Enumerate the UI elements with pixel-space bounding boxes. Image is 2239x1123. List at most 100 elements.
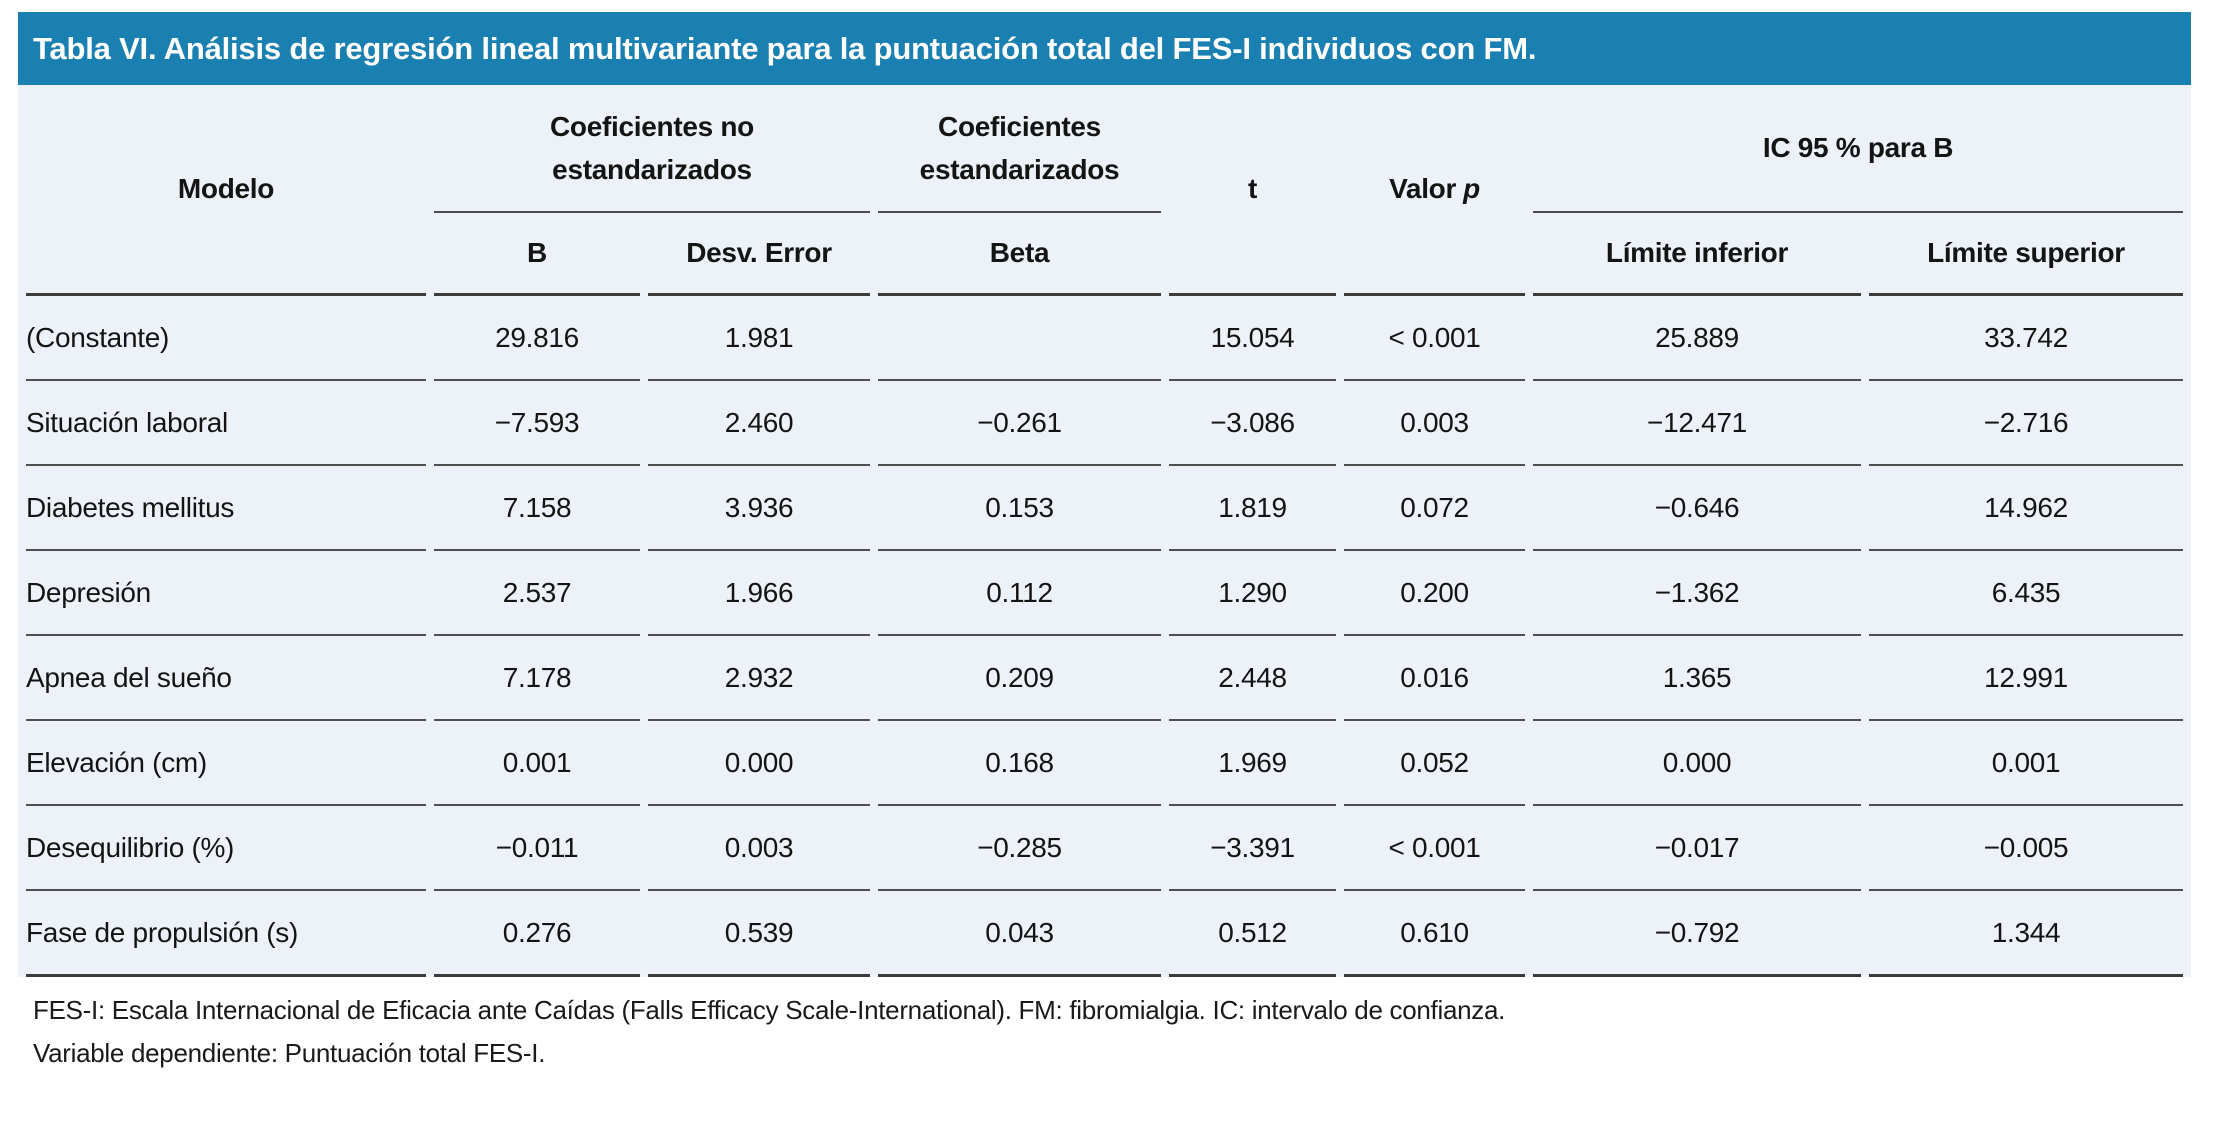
cell-ls: 0.001 <box>1869 721 2184 806</box>
cell-beta: 0.209 <box>878 636 1161 721</box>
table-row: Fase de propulsión (s) 0.276 0.539 0.043 0.5… <box>26 891 2184 977</box>
cell-desv: 0.003 <box>648 806 870 891</box>
cell-modelo: Situación laboral <box>26 381 426 466</box>
cell-desv: 3.936 <box>648 466 870 551</box>
cell-t: 15.054 <box>1169 296 1336 381</box>
table-row: Depresión 2.537 1.966 0.112 1.290 0.200 −1.362… <box>26 551 2184 636</box>
cell-beta: 0.112 <box>878 551 1161 636</box>
p-label: p <box>1463 173 1480 204</box>
col-header-limite-inferior: Límite inferior <box>1533 213 1861 296</box>
cell-modelo: Depresión <box>26 551 426 636</box>
cell-li: −0.017 <box>1533 806 1861 891</box>
valor-label: Valor <box>1389 173 1457 204</box>
col-group-ic95: IC 95 % para B <box>1533 85 2184 213</box>
col-header-beta: Beta <box>878 213 1161 296</box>
cell-modelo: Fase de propulsión (s) <box>26 891 426 977</box>
col-header-desv-error: Desv. Error <box>648 213 870 296</box>
table-row: Desequilibrio (%) −0.011 0.003 −0.285 −3.391… <box>26 806 2184 891</box>
col-header-valor-p: Valor p <box>1344 85 1525 296</box>
cell-p: 0.003 <box>1344 381 1525 466</box>
cell-b: −7.593 <box>434 381 640 466</box>
cell-desv: 1.981 <box>648 296 870 381</box>
cell-b: 7.158 <box>434 466 640 551</box>
col-header-t: t <box>1169 85 1336 296</box>
cell-ls: 33.742 <box>1869 296 2184 381</box>
cell-ls: −0.005 <box>1869 806 2184 891</box>
cell-b: 0.001 <box>434 721 640 806</box>
cell-ls: 14.962 <box>1869 466 2184 551</box>
cell-t: −3.086 <box>1169 381 1336 466</box>
cell-ls: 12.991 <box>1869 636 2184 721</box>
cell-ls: −2.716 <box>1869 381 2184 466</box>
cell-b: −0.011 <box>434 806 640 891</box>
table-row: Elevación (cm) 0.001 0.000 0.168 1.969 0.052 0… <box>26 721 2184 806</box>
cell-beta: −0.285 <box>878 806 1161 891</box>
cell-ls: 6.435 <box>1869 551 2184 636</box>
cell-modelo: Elevación (cm) <box>26 721 426 806</box>
header-rule <box>878 211 1161 213</box>
table-container: Tabla VI. Análisis de regresión lineal m… <box>18 12 2192 1080</box>
footnote-line: Variable dependiente: Puntuación total F… <box>33 1037 546 1068</box>
cell-t: 0.512 <box>1169 891 1336 977</box>
col-header-b: B <box>434 213 640 296</box>
cell-ls: 1.344 <box>1869 891 2184 977</box>
header-group-row: Modelo Coeficientes no estandarizados Co… <box>26 85 2184 296</box>
cell-li: 1.365 <box>1533 636 1861 721</box>
table-row: Diabetes mellitus 7.158 3.936 0.153 1.819 0.0… <box>26 466 2184 551</box>
cell-beta: 0.168 <box>878 721 1161 806</box>
cell-modelo: Apnea del sueño <box>26 636 426 721</box>
group-label-ic95: IC 95 % para B <box>1762 132 1954 164</box>
header-rule <box>1533 211 2184 213</box>
footnotes: FES-I: Escala Internacional de Eficacia … <box>33 994 2191 1071</box>
header-rule <box>434 211 870 213</box>
cell-modelo: Diabetes mellitus <box>26 466 426 551</box>
cell-li: −12.471 <box>1533 381 1861 466</box>
col-header-limite-superior: Límite superior <box>1869 213 2184 296</box>
cell-p: 0.610 <box>1344 891 1525 977</box>
cell-li: −1.362 <box>1533 551 1861 636</box>
table-header: Modelo Coeficientes no estandarizados Co… <box>26 85 2184 296</box>
footnote-line: FES-I: Escala Internacional de Eficacia … <box>33 995 1506 1025</box>
cell-desv: 0.000 <box>648 721 870 806</box>
cell-t: 1.969 <box>1169 721 1336 806</box>
cell-p: 0.200 <box>1344 551 1525 636</box>
cell-p: < 0.001 <box>1344 296 1525 381</box>
cell-t: 2.448 <box>1169 636 1336 721</box>
cell-p: < 0.001 <box>1344 806 1525 891</box>
cell-beta: −0.261 <box>878 381 1161 466</box>
cell-desv: 2.460 <box>648 381 870 466</box>
cell-p: 0.016 <box>1344 636 1525 721</box>
cell-b: 0.276 <box>434 891 640 977</box>
cell-p: 0.052 <box>1344 721 1525 806</box>
header-sub-row: B Desv. Error Beta Límite inferior Límit… <box>26 213 2184 296</box>
cell-modelo: (Constante) <box>26 296 426 381</box>
cell-beta: 0.153 <box>878 466 1161 551</box>
table-row: (Constante) 29.816 1.981 15.054 < 0.001 25.88… <box>26 296 2184 381</box>
cell-t: −3.391 <box>1169 806 1336 891</box>
table-row: Apnea del sueño 7.178 2.932 0.209 2.448 0.016… <box>26 636 2184 721</box>
col-group-no-estandarizados: Coeficientes no estandarizados <box>434 85 870 213</box>
col-group-estandarizados: Coeficientes estandarizados <box>878 85 1161 213</box>
cell-p: 0.072 <box>1344 466 1525 551</box>
cell-li: −0.646 <box>1533 466 1861 551</box>
cell-desv: 1.966 <box>648 551 870 636</box>
cell-modelo: Desequilibrio (%) <box>26 806 426 891</box>
table-row: Situación laboral −7.593 2.460 −0.261 −3.086… <box>26 381 2184 466</box>
table-title: Tabla VI. Análisis de regresión lineal m… <box>33 30 1537 66</box>
cell-b: 29.816 <box>434 296 640 381</box>
cell-beta: 0.043 <box>878 891 1161 977</box>
cell-li: −0.792 <box>1533 891 1861 977</box>
cell-b: 7.178 <box>434 636 640 721</box>
cell-beta <box>878 296 1161 381</box>
cell-li: 0.000 <box>1533 721 1861 806</box>
table-body: (Constante) 29.816 1.981 15.054 < 0.001 25.88… <box>26 296 2184 977</box>
col-header-modelo: Modelo <box>26 85 426 296</box>
cell-desv: 2.932 <box>648 636 870 721</box>
cell-li: 25.889 <box>1533 296 1861 381</box>
cell-t: 1.290 <box>1169 551 1336 636</box>
regression-table: Modelo Coeficientes no estandarizados Co… <box>18 85 2192 977</box>
cell-b: 2.537 <box>434 551 640 636</box>
cell-t: 1.819 <box>1169 466 1336 551</box>
table-title-bar: Tabla VI. Análisis de regresión lineal m… <box>18 12 2191 85</box>
cell-desv: 0.539 <box>648 891 870 977</box>
